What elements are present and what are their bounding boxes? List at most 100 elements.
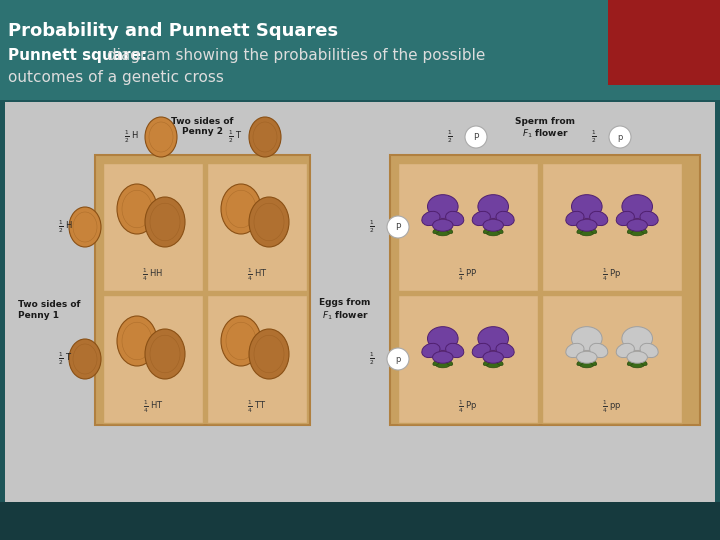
Ellipse shape — [641, 361, 647, 366]
Text: $\frac{1}{4}$ HT: $\frac{1}{4}$ HT — [143, 399, 163, 415]
Ellipse shape — [145, 117, 177, 157]
Text: p: p — [617, 132, 623, 141]
Ellipse shape — [577, 219, 597, 231]
Ellipse shape — [387, 216, 409, 238]
Ellipse shape — [433, 228, 439, 233]
Bar — [5, 102, 715, 502]
Text: $\frac{1}{4}$ HH: $\frac{1}{4}$ HH — [143, 267, 163, 283]
Ellipse shape — [497, 228, 503, 233]
Bar — [103, 163, 203, 291]
Ellipse shape — [579, 360, 595, 368]
Ellipse shape — [590, 228, 597, 233]
Ellipse shape — [472, 211, 490, 226]
Bar — [542, 163, 682, 291]
Text: $\frac{1}{2}$ H: $\frac{1}{2}$ H — [58, 219, 73, 235]
Ellipse shape — [590, 343, 608, 357]
Ellipse shape — [249, 197, 289, 247]
Ellipse shape — [577, 228, 583, 233]
Ellipse shape — [640, 343, 658, 357]
Ellipse shape — [622, 327, 652, 350]
Ellipse shape — [497, 361, 503, 366]
Ellipse shape — [572, 194, 602, 219]
Bar — [0, 502, 720, 540]
Ellipse shape — [433, 219, 453, 231]
Text: P: P — [395, 222, 401, 232]
Bar — [207, 163, 307, 291]
Ellipse shape — [428, 327, 458, 350]
Text: Probability and Punnett Squares: Probability and Punnett Squares — [8, 22, 338, 40]
Ellipse shape — [221, 316, 261, 366]
Ellipse shape — [69, 207, 101, 247]
Ellipse shape — [446, 361, 453, 366]
Ellipse shape — [616, 211, 634, 226]
Text: $\frac{1}{2}$: $\frac{1}{2}$ — [591, 129, 597, 145]
Ellipse shape — [422, 343, 440, 357]
Ellipse shape — [627, 228, 634, 233]
Ellipse shape — [622, 194, 652, 219]
Ellipse shape — [428, 194, 458, 219]
Ellipse shape — [478, 194, 508, 219]
Text: $\frac{1}{4}$ TT: $\frac{1}{4}$ TT — [247, 399, 267, 415]
Ellipse shape — [572, 327, 602, 350]
Ellipse shape — [483, 228, 490, 233]
Ellipse shape — [485, 228, 501, 236]
Text: P: P — [473, 132, 479, 141]
Ellipse shape — [627, 361, 634, 366]
Ellipse shape — [483, 361, 490, 366]
Text: Sperm from
$F_1$ flower: Sperm from $F_1$ flower — [515, 117, 575, 140]
Ellipse shape — [579, 228, 595, 236]
Ellipse shape — [496, 343, 514, 357]
Text: $\frac{1}{2}$ H: $\frac{1}{2}$ H — [124, 129, 138, 145]
Ellipse shape — [117, 316, 157, 366]
Text: diagram showing the probabilities of the possible: diagram showing the probabilities of the… — [102, 48, 485, 63]
Text: p: p — [395, 354, 401, 363]
Ellipse shape — [145, 329, 185, 379]
Text: $\frac{1}{2}$: $\frac{1}{2}$ — [447, 129, 453, 145]
Ellipse shape — [422, 211, 440, 226]
Ellipse shape — [627, 352, 647, 363]
Ellipse shape — [616, 343, 634, 357]
Text: Eggs from
$F_1$ flower: Eggs from $F_1$ flower — [319, 298, 371, 322]
Ellipse shape — [446, 211, 464, 226]
Ellipse shape — [446, 228, 453, 233]
Ellipse shape — [566, 211, 584, 226]
Text: Two sides of
Penny 1: Two sides of Penny 1 — [18, 300, 81, 320]
Bar — [207, 295, 307, 423]
Ellipse shape — [465, 126, 487, 148]
Ellipse shape — [577, 352, 597, 363]
Ellipse shape — [627, 219, 647, 231]
Ellipse shape — [577, 361, 583, 366]
Bar — [95, 155, 310, 425]
Ellipse shape — [435, 228, 451, 236]
Text: $\frac{1}{2}$ T: $\frac{1}{2}$ T — [58, 351, 72, 367]
Ellipse shape — [446, 343, 464, 357]
Ellipse shape — [249, 329, 289, 379]
Ellipse shape — [590, 211, 608, 226]
Text: Two sides of
Penny 2: Two sides of Penny 2 — [171, 117, 234, 137]
Ellipse shape — [433, 352, 453, 363]
Text: Punnett square:: Punnett square: — [8, 48, 148, 63]
Ellipse shape — [472, 343, 490, 357]
Ellipse shape — [483, 352, 503, 363]
Ellipse shape — [387, 348, 409, 370]
Ellipse shape — [478, 327, 508, 350]
Ellipse shape — [590, 361, 597, 366]
Ellipse shape — [435, 360, 451, 368]
Ellipse shape — [117, 184, 157, 234]
Ellipse shape — [609, 126, 631, 148]
Text: $\frac{1}{4}$ Pp: $\frac{1}{4}$ Pp — [459, 399, 477, 415]
Ellipse shape — [629, 360, 645, 368]
Text: $\frac{1}{4}$ HT: $\frac{1}{4}$ HT — [246, 267, 267, 283]
Ellipse shape — [485, 360, 501, 368]
Bar — [0, 0, 720, 100]
Ellipse shape — [249, 117, 281, 157]
Text: $\frac{1}{4}$ PP: $\frac{1}{4}$ PP — [459, 267, 477, 283]
Text: $\frac{1}{4}$ pp: $\frac{1}{4}$ pp — [602, 399, 622, 415]
Ellipse shape — [496, 211, 514, 226]
Bar — [390, 155, 700, 425]
Ellipse shape — [566, 343, 584, 357]
Bar — [398, 295, 538, 423]
Ellipse shape — [433, 361, 439, 366]
Text: $\frac{1}{2}$ T: $\frac{1}{2}$ T — [228, 129, 242, 145]
Ellipse shape — [641, 228, 647, 233]
